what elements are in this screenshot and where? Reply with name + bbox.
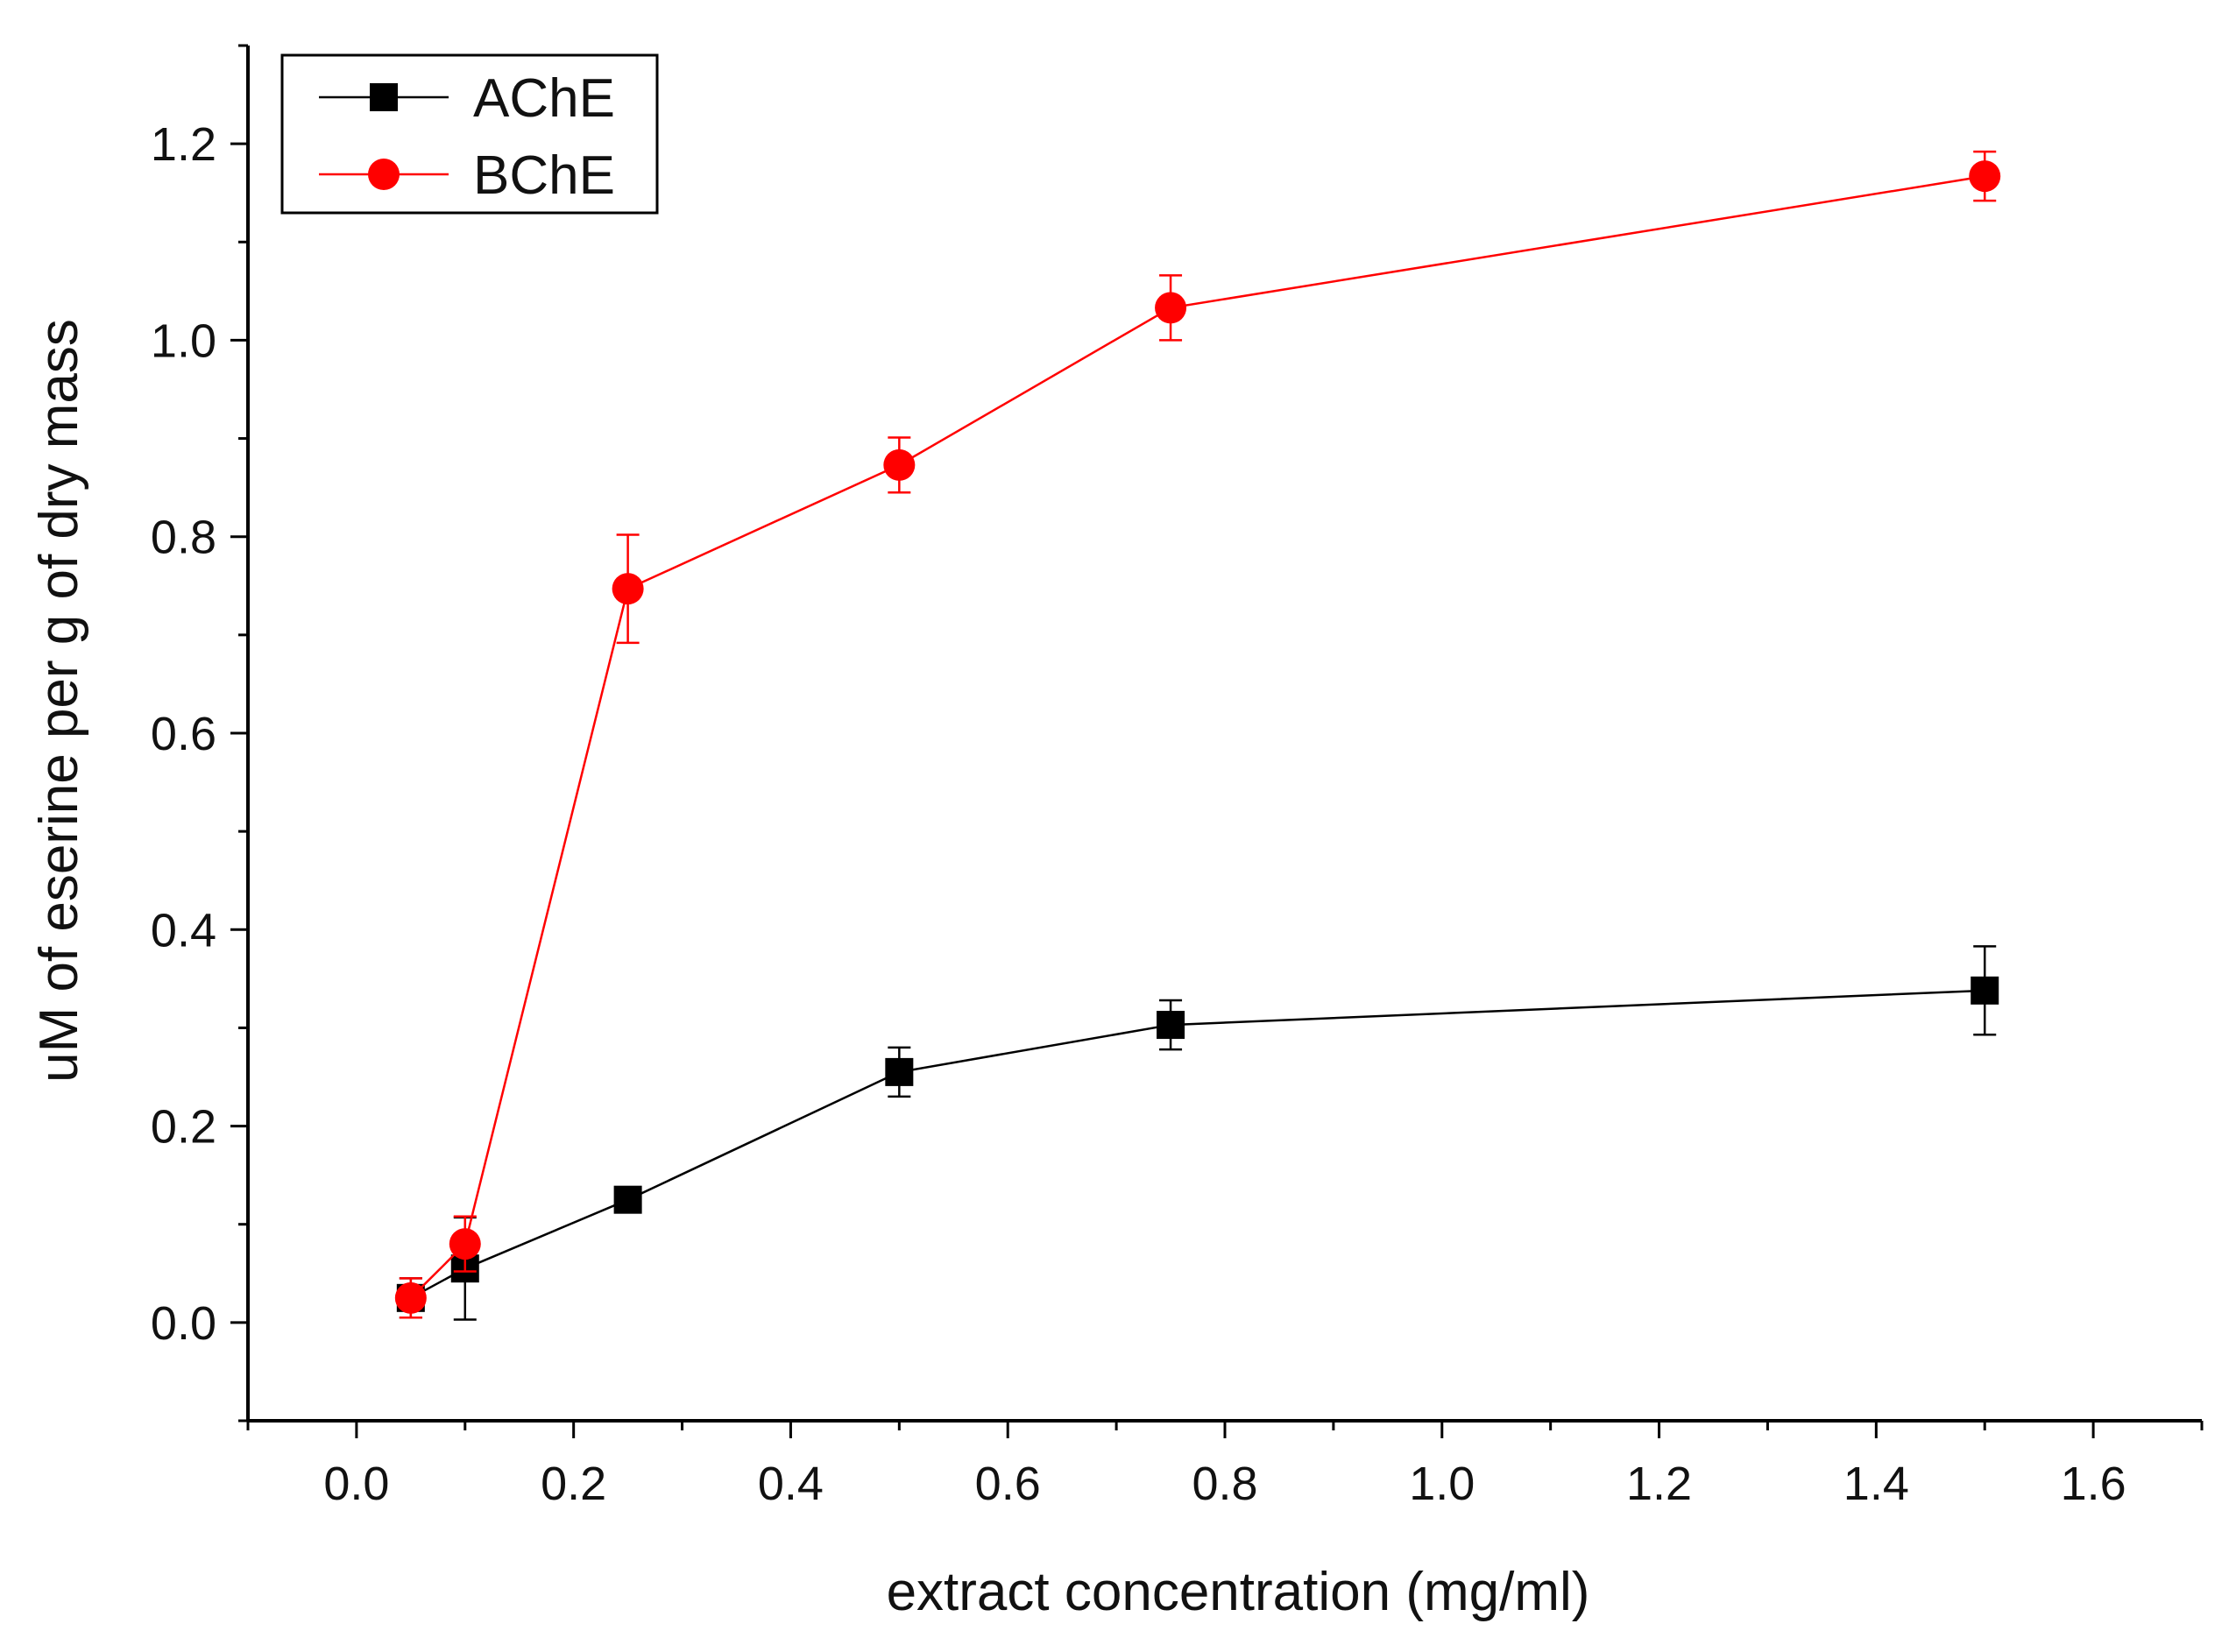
data-point-bche: [1969, 160, 2001, 193]
series-ache: [396, 945, 1999, 1321]
data-point-ache: [613, 1185, 642, 1214]
legend-marker-bche: [368, 159, 400, 190]
ticks: 0.0 0.2 0.4 0.6 0.8 1.0 1.2 1.4 1.6 0.0 0.2 0.4 0.6 0…: [151, 44, 2204, 1510]
y-tick-label: 0.6: [151, 708, 216, 760]
x-tick-label: 1.0: [1409, 1458, 1475, 1510]
x-tick-label: 0.4: [758, 1458, 824, 1510]
y-tick-label: 0.4: [151, 904, 216, 957]
x-tick-label: 0.2: [541, 1458, 606, 1510]
legend-label-bche: BChE: [473, 145, 615, 206]
data-point-bche: [883, 448, 916, 481]
x-tick-label: 1.6: [2061, 1458, 2126, 1510]
y-tick-label: 0.8: [151, 512, 216, 564]
legend: AChE BChE: [280, 53, 659, 215]
x-tick-label: 1.4: [1843, 1458, 1909, 1510]
x-tick-label: 0.0: [323, 1458, 389, 1510]
axes: [246, 46, 2202, 1423]
data-point-bche: [612, 573, 644, 605]
y-tick-label: 1.0: [151, 314, 216, 367]
legend-box: [280, 53, 659, 215]
y-tick-label: 0.2: [151, 1101, 216, 1154]
x-tick-label: 0.8: [1192, 1458, 1257, 1510]
data-point-ache: [1971, 976, 1999, 1005]
legend-marker-ache: [370, 83, 398, 111]
y-tick-label: 1.2: [151, 118, 216, 171]
series-bche: [394, 150, 2001, 1319]
y-axis-title: uM of eserine per g of dry mass: [29, 319, 89, 1083]
legend-label-ache: AChE: [473, 68, 615, 129]
series-line-ache: [410, 989, 1985, 1299]
y-tick-label: 0.0: [151, 1297, 216, 1350]
x-tick-label: 1.2: [1626, 1458, 1692, 1510]
data-point-bche: [394, 1281, 427, 1314]
data-point-ache: [885, 1057, 914, 1086]
series-line-bche: [409, 174, 1985, 1299]
x-tick-label: 0.6: [975, 1458, 1041, 1510]
data-point-bche: [1155, 292, 1187, 324]
data-point-bche: [449, 1228, 481, 1260]
data-point-ache: [1157, 1011, 1185, 1040]
series: [394, 150, 2001, 1321]
x-axis-title: extract concentration (mg/ml): [887, 1562, 1590, 1622]
